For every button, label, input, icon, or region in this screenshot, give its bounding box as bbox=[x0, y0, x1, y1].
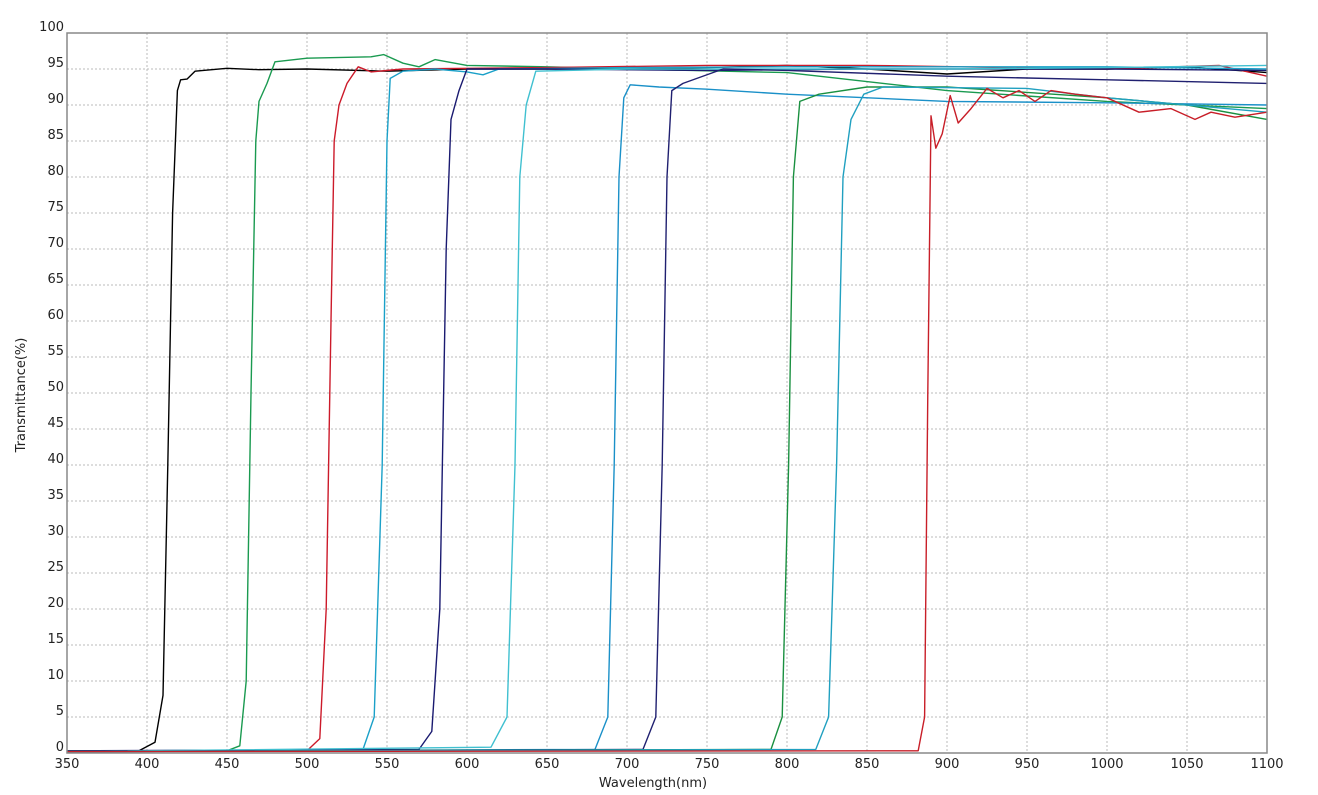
x-tick-labels: 350 400 450 500 550 600 650 700 750 800 850 900 950 1… bbox=[55, 757, 1284, 772]
series-line-4 bbox=[66, 66, 1268, 753]
y-tick-label: 50 bbox=[47, 380, 64, 395]
grid bbox=[66, 32, 1268, 754]
x-tick-label: 350 bbox=[55, 757, 80, 772]
y-axis-label: Transmittance(%) bbox=[14, 338, 29, 454]
x-tick-label: 1000 bbox=[1090, 757, 1123, 772]
x-tick-label: 400 bbox=[135, 757, 160, 772]
y-tick-label: 35 bbox=[47, 488, 64, 503]
y-tick-label: 60 bbox=[47, 308, 64, 323]
x-tick-label: 950 bbox=[1015, 757, 1040, 772]
y-tick-label: 15 bbox=[47, 632, 64, 647]
series-line-7 bbox=[66, 84, 1268, 753]
plot-frame bbox=[66, 32, 1268, 754]
series-group bbox=[66, 53, 1268, 753]
x-tick-label: 800 bbox=[775, 757, 800, 772]
y-tick-label: 95 bbox=[47, 56, 64, 71]
y-tick-label: 20 bbox=[47, 596, 64, 611]
series-line-1 bbox=[67, 64, 1268, 752]
y-tick-label: 85 bbox=[47, 128, 64, 143]
x-tick-label: 750 bbox=[695, 757, 720, 772]
y-tick-label: 65 bbox=[47, 272, 64, 287]
x-tick-label: 450 bbox=[215, 757, 240, 772]
series-line-11 bbox=[66, 87, 1268, 753]
x-axis-label: Wavelength(nm) bbox=[599, 776, 707, 791]
y-tick-label: 10 bbox=[47, 668, 64, 683]
y-tick-label: 70 bbox=[47, 236, 64, 251]
y-tick-label: 80 bbox=[47, 164, 64, 179]
y-tick-label: 40 bbox=[47, 452, 64, 467]
series-line-2 bbox=[66, 53, 1268, 753]
y-tick-label: 30 bbox=[47, 524, 64, 539]
y-tick-label: 25 bbox=[47, 560, 64, 575]
y-tick-label: 0 bbox=[56, 740, 64, 755]
series-line-8 bbox=[66, 68, 1268, 753]
x-tick-label: 850 bbox=[855, 757, 880, 772]
x-tick-label: 550 bbox=[375, 757, 400, 772]
x-tick-label: 1100 bbox=[1250, 757, 1283, 772]
x-tick-label: 1050 bbox=[1170, 757, 1203, 772]
y-tick-label: 55 bbox=[47, 344, 64, 359]
y-tick-labels: 0 5 10 15 20 25 30 35 40 45 50 55 60 65 70 75 80 85 90 95 10… bbox=[39, 20, 64, 755]
x-tick-label: 600 bbox=[455, 757, 480, 772]
series-line-6 bbox=[66, 64, 1268, 753]
y-tick-label: 45 bbox=[47, 416, 64, 431]
x-tick-label: 650 bbox=[535, 757, 560, 772]
y-tick-label: 100 bbox=[39, 20, 64, 35]
x-tick-label: 700 bbox=[615, 757, 640, 772]
x-tick-label: 900 bbox=[935, 757, 960, 772]
y-tick-label: 90 bbox=[47, 92, 64, 107]
y-tick-label: 75 bbox=[47, 200, 64, 215]
y-tick-label: 5 bbox=[56, 704, 64, 719]
x-tick-label: 500 bbox=[295, 757, 320, 772]
